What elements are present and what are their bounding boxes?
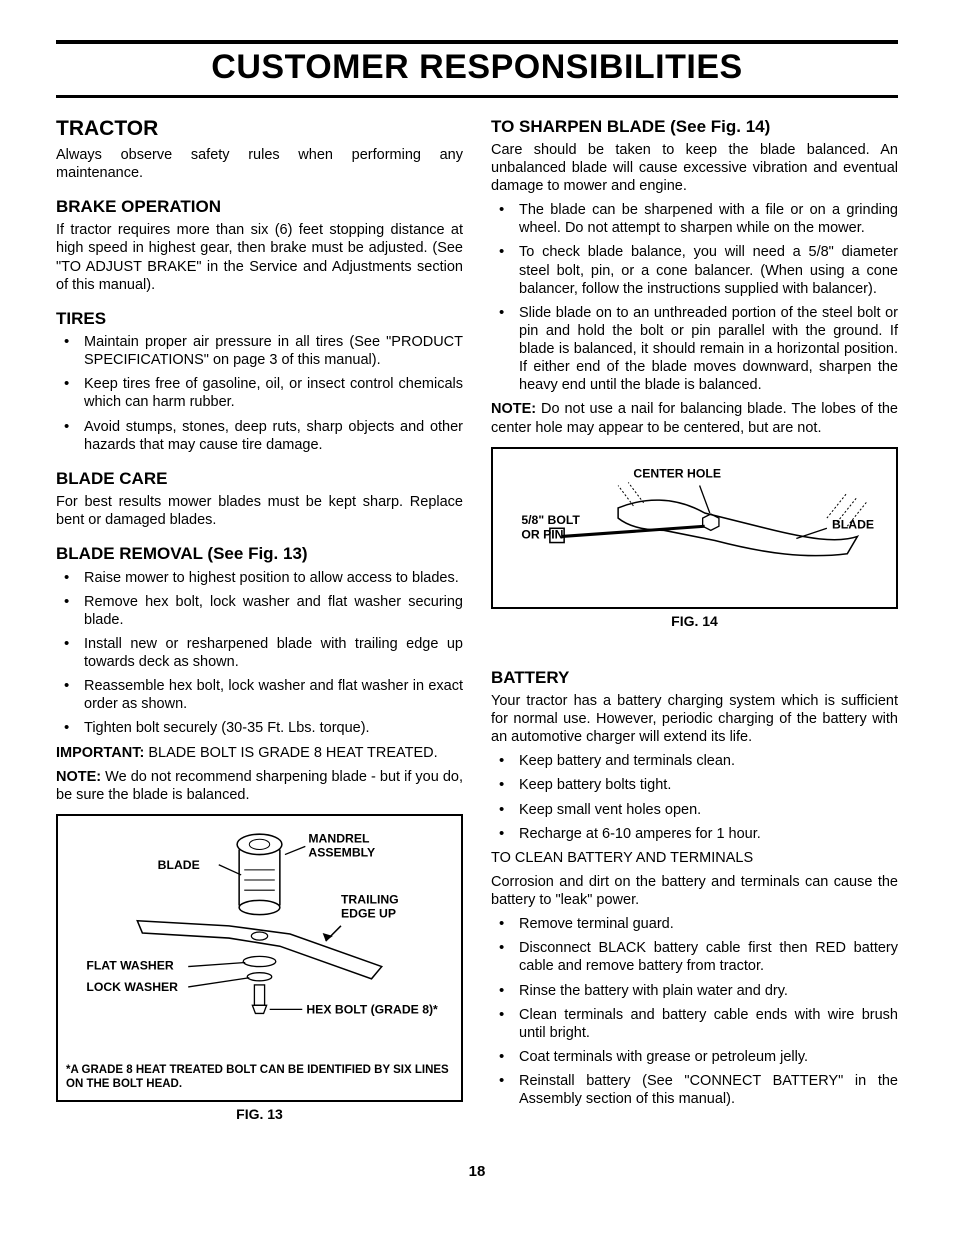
list-item: Slide blade on to an unthreaded portion … — [491, 304, 898, 395]
list-item: Keep battery bolts tight. — [491, 776, 898, 794]
list-item: Keep tires free of gasoline, oil, or ins… — [56, 375, 463, 411]
page-title: CUSTOMER RESPONSIBILITIES — [56, 46, 898, 89]
sharpen-note: NOTE: Do not use a nail for balancing bl… — [491, 400, 898, 436]
sharpen-intro: Care should be taken to keep the blade b… — [491, 141, 898, 195]
heading-tractor: TRACTOR — [56, 116, 463, 142]
note-label: NOTE: — [491, 401, 536, 417]
blade-removal-note: NOTE: We do not recommend sharpening bla… — [56, 768, 463, 804]
battery-list-1: Keep battery and terminals clean. Keep b… — [491, 752, 898, 843]
battery-list-2: Remove terminal guard. Disconnect BLACK … — [491, 915, 898, 1108]
blade-removal-important: IMPORTANT: BLADE BOLT IS GRADE 8 HEAT TR… — [56, 744, 463, 762]
list-item: Install new or resharpened blade with tr… — [56, 635, 463, 671]
svg-text:EDGE UP: EDGE UP — [341, 907, 396, 921]
page-number: 18 — [56, 1163, 898, 1182]
tires-list: Maintain proper air pressure in all tire… — [56, 333, 463, 454]
sharpen-list: The blade can be sharpened with a file o… — [491, 201, 898, 394]
list-item: Coat terminals with grease or petroleum … — [491, 1048, 898, 1066]
important-label: IMPORTANT: — [56, 745, 144, 761]
list-item: The blade can be sharpened with a file o… — [491, 201, 898, 237]
svg-text:5/8" BOLT: 5/8" BOLT — [521, 513, 580, 527]
brake-body: If tractor requires more than six (6) fe… — [56, 221, 463, 294]
heading-blade-care: BLADE CARE — [56, 468, 463, 489]
list-item: Tighten bolt securely (30-35 Ft. Lbs. to… — [56, 719, 463, 737]
figure-14-box: CENTER HOLE 5/8" BOLT OR PIN BLADE — [491, 447, 898, 610]
blade-care-body: For best results mower blades must be ke… — [56, 493, 463, 529]
svg-text:ASSEMBLY: ASSEMBLY — [308, 845, 375, 859]
note-text: We do not recommend sharpening blade - b… — [56, 769, 463, 803]
svg-text:LOCK WASHER: LOCK WASHER — [86, 980, 178, 994]
battery-intro: Your tractor has a battery charging syst… — [491, 692, 898, 746]
list-item: Keep battery and terminals clean. — [491, 752, 898, 770]
list-item: Raise mower to highest position to allow… — [56, 569, 463, 587]
svg-text:CENTER HOLE: CENTER HOLE — [633, 466, 721, 480]
list-item: Remove terminal guard. — [491, 915, 898, 933]
svg-text:TRAILING: TRAILING — [341, 892, 399, 906]
heading-brake: BRAKE OPERATION — [56, 196, 463, 217]
list-item: Rinse the battery with plain water and d… — [491, 982, 898, 1000]
heading-blade-removal: BLADE REMOVAL (See Fig. 13) — [56, 543, 463, 564]
figure-13-svg: MANDREL ASSEMBLY BLADE TRAILING EDGE UP … — [66, 824, 453, 1058]
list-item: Avoid stumps, stones, deep ruts, sharp o… — [56, 418, 463, 454]
list-item: Disconnect BLACK battery cable first the… — [491, 939, 898, 975]
svg-text:FLAT WASHER: FLAT WASHER — [86, 959, 174, 973]
heading-sharpen: TO SHARPEN BLADE (See Fig. 14) — [491, 116, 898, 137]
battery-subbody: Corrosion and dirt on the battery and te… — [491, 873, 898, 909]
fig13-footnote: *A GRADE 8 HEAT TREATED BOLT CAN BE IDEN… — [66, 1064, 453, 1092]
svg-text:OR PIN: OR PIN — [521, 527, 563, 541]
battery-subhead: TO CLEAN BATTERY AND TERMINALS — [491, 849, 898, 867]
page-title-block: CUSTOMER RESPONSIBILITIES — [56, 40, 898, 98]
list-item: Remove hex bolt, lock washer and flat wa… — [56, 593, 463, 629]
note-text: Do not use a nail for balancing blade. T… — [491, 401, 898, 435]
list-item: Recharge at 6-10 amperes for 1 hour. — [491, 825, 898, 843]
left-column: TRACTOR Always observe safety rules when… — [56, 112, 463, 1124]
list-item: Maintain proper air pressure in all tire… — [56, 333, 463, 369]
list-item: Keep small vent holes open. — [491, 801, 898, 819]
tractor-intro: Always observe safety rules when perform… — [56, 146, 463, 182]
figure-13-box: MANDREL ASSEMBLY BLADE TRAILING EDGE UP … — [56, 814, 463, 1102]
fig13-caption: FIG. 13 — [56, 1106, 463, 1124]
svg-text:BLADE: BLADE — [158, 858, 200, 872]
svg-text:HEX BOLT (GRADE 8)*: HEX BOLT (GRADE 8)* — [306, 1002, 438, 1016]
heading-tires: TIRES — [56, 308, 463, 329]
figure-14-svg: CENTER HOLE 5/8" BOLT OR PIN BLADE — [501, 457, 888, 600]
list-item: Reinstall battery (See "CONNECT BATTERY"… — [491, 1072, 898, 1108]
fig14-caption: FIG. 14 — [491, 613, 898, 631]
svg-text:MANDREL: MANDREL — [308, 831, 370, 845]
heading-battery: BATTERY — [491, 667, 898, 688]
important-text: BLADE BOLT IS GRADE 8 HEAT TREATED. — [144, 745, 437, 761]
list-item: To check blade balance, you will need a … — [491, 243, 898, 297]
right-column: TO SHARPEN BLADE (See Fig. 14) Care shou… — [491, 112, 898, 1124]
list-item: Reassemble hex bolt, lock washer and fla… — [56, 677, 463, 713]
content-columns: TRACTOR Always observe safety rules when… — [56, 112, 898, 1124]
note-label: NOTE: — [56, 769, 101, 785]
blade-removal-list: Raise mower to highest position to allow… — [56, 569, 463, 738]
svg-text:BLADE: BLADE — [832, 517, 874, 531]
list-item: Clean terminals and battery cable ends w… — [491, 1006, 898, 1042]
